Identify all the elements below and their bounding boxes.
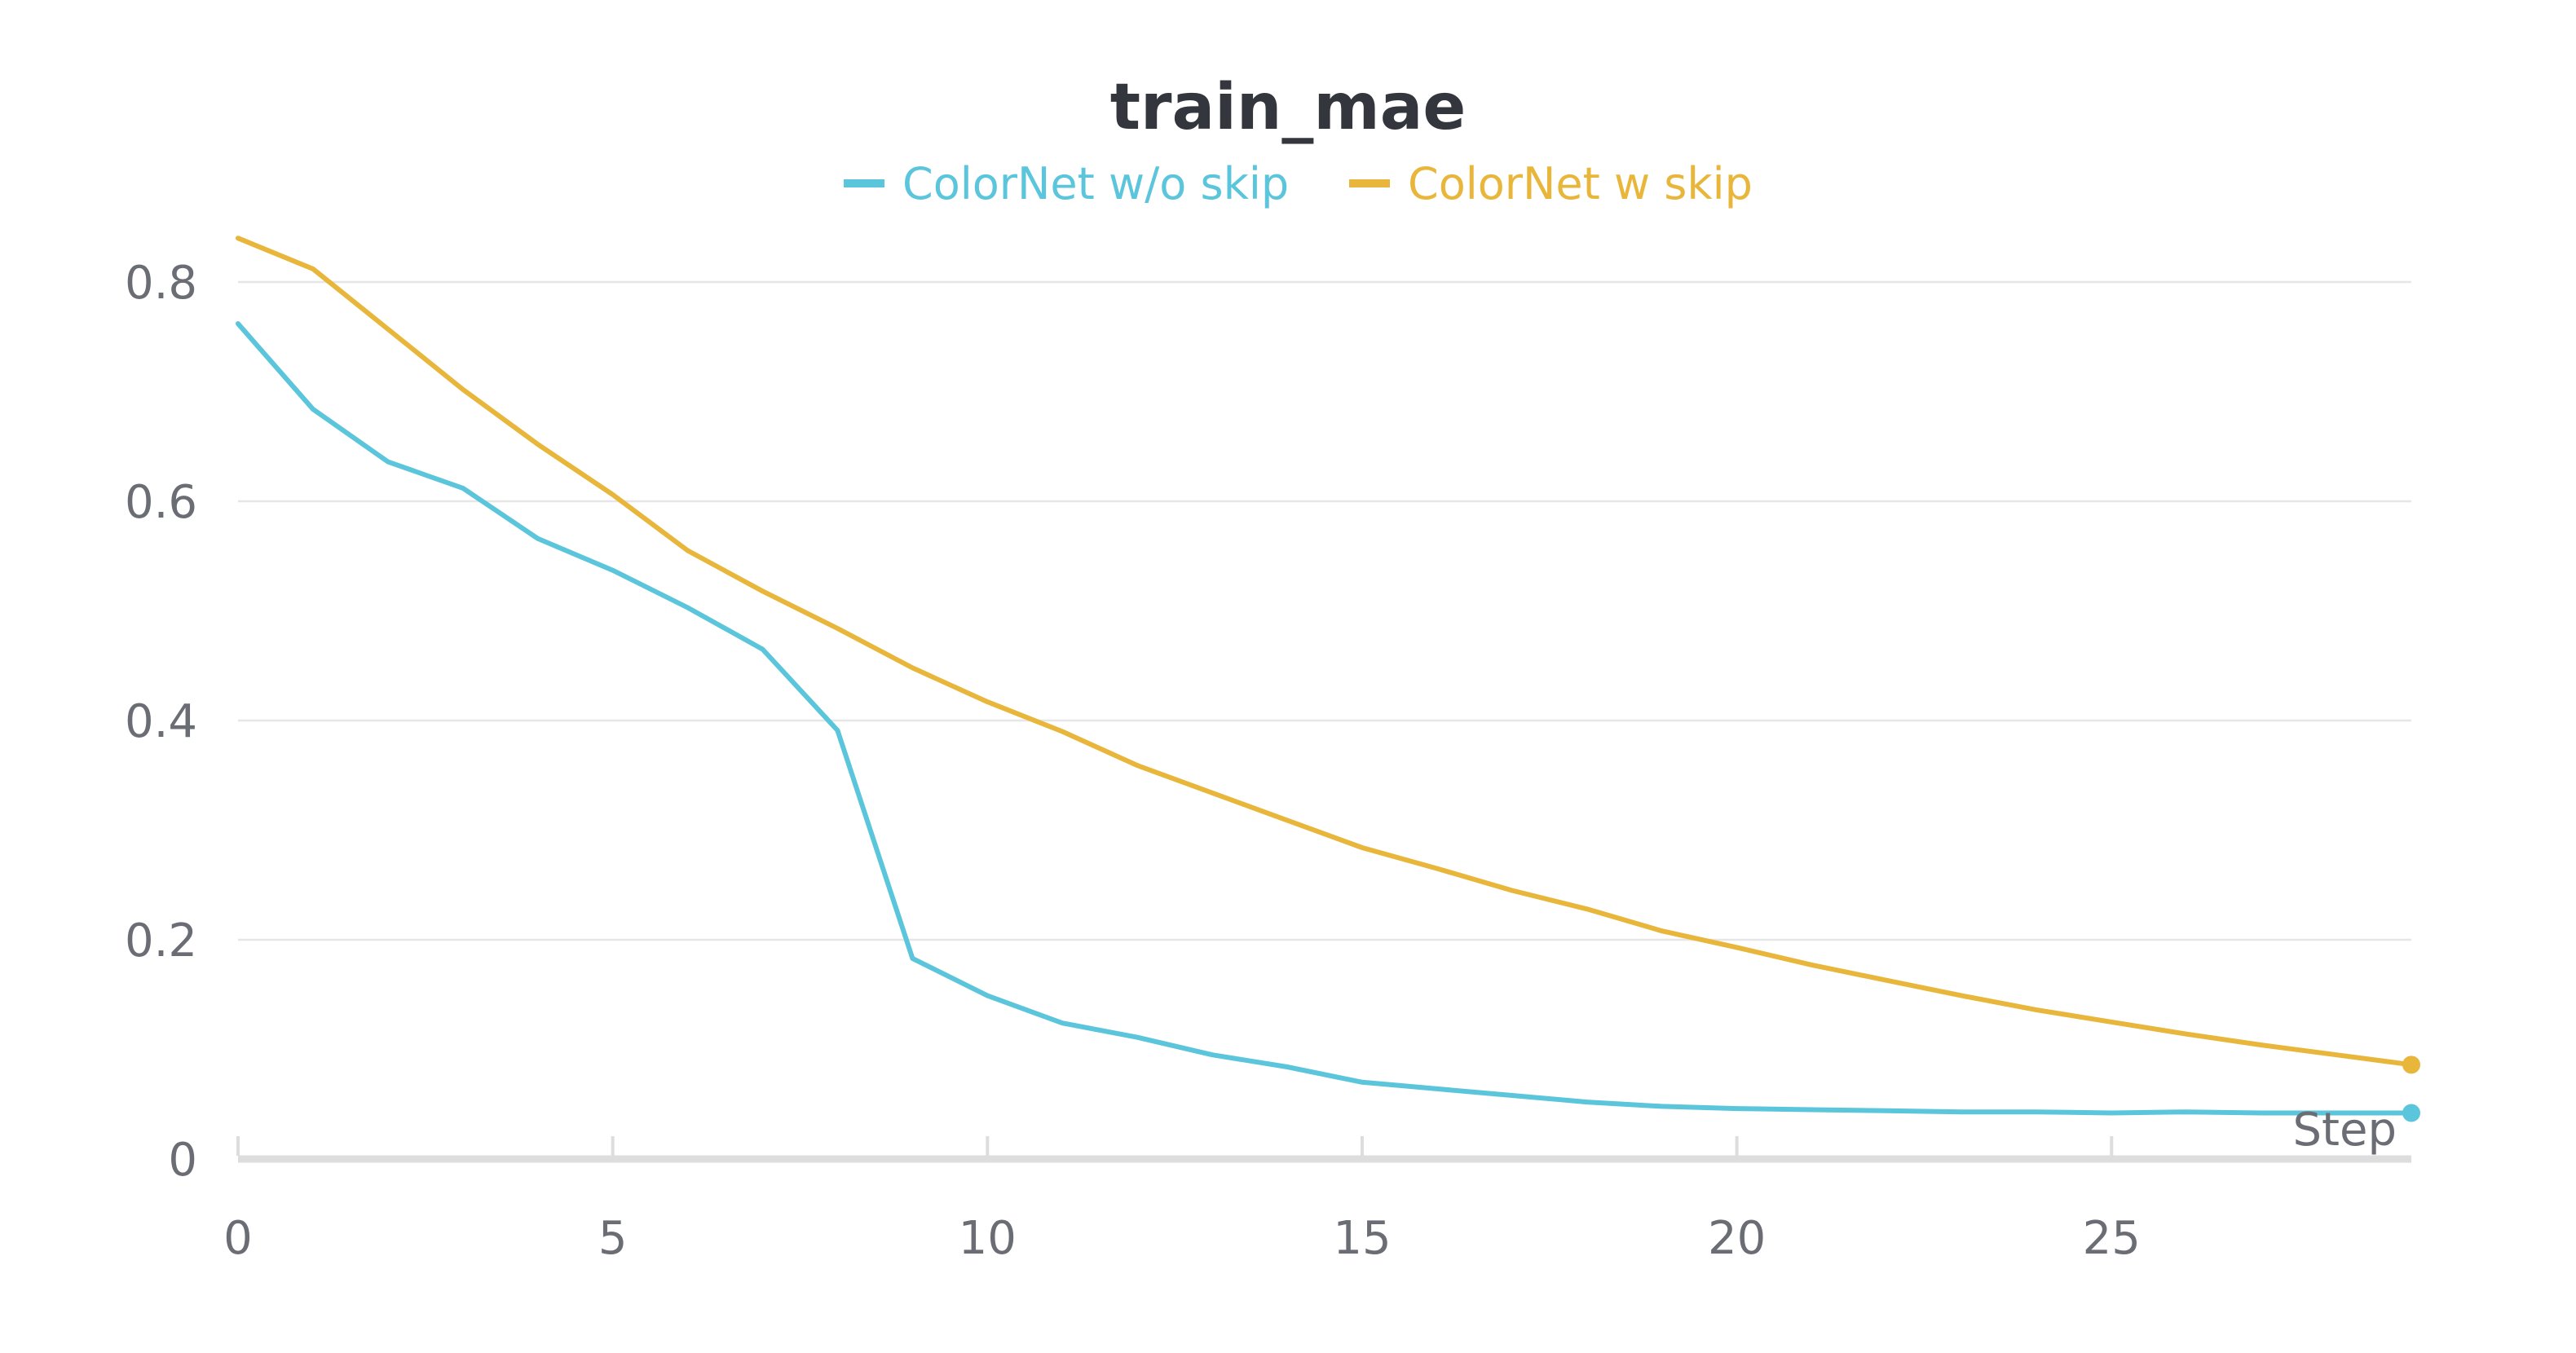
x-axis-label: Step	[2292, 1104, 2397, 1157]
y-tick-label: 0.4	[125, 695, 197, 748]
x-tick-label: 10	[959, 1212, 1017, 1265]
legend-item-1[interactable]: ColorNet w skip	[1349, 158, 1753, 209]
series-end-point-0	[2402, 1104, 2420, 1122]
x-axis: 0 5 10 15 20 25	[223, 1136, 2411, 1265]
y-tick-label: 0.6	[125, 476, 197, 529]
x-tick-label: 15	[1333, 1212, 1391, 1265]
series-group	[236, 236, 2420, 1122]
x-tick-label: 25	[2083, 1212, 2141, 1265]
chart-title: train_mae	[1110, 71, 1466, 144]
x-tick-label: 5	[598, 1212, 628, 1265]
legend-item-0[interactable]: ColorNet w/o skip	[844, 158, 1289, 209]
y-tick-label: 0	[168, 1134, 197, 1187]
y-axis: 0 0.2 0.4 0.6 0.8	[125, 257, 197, 1187]
grid-lines	[238, 280, 2411, 941]
y-tick-label: 0.2	[125, 914, 197, 967]
legend-label: ColorNet w skip	[1408, 158, 1753, 209]
series-end-point-1	[2402, 1056, 2420, 1074]
legend-label: ColorNet w/o skip	[902, 158, 1289, 209]
x-tick-label: 0	[223, 1212, 253, 1265]
legend[interactable]: ColorNet w/o skip ColorNet w skip	[844, 158, 1753, 209]
series-line-1	[236, 236, 2414, 1068]
x-tick-label: 20	[1708, 1212, 1766, 1265]
series-line-0	[236, 321, 2414, 1116]
y-tick-label: 0.8	[125, 257, 197, 310]
